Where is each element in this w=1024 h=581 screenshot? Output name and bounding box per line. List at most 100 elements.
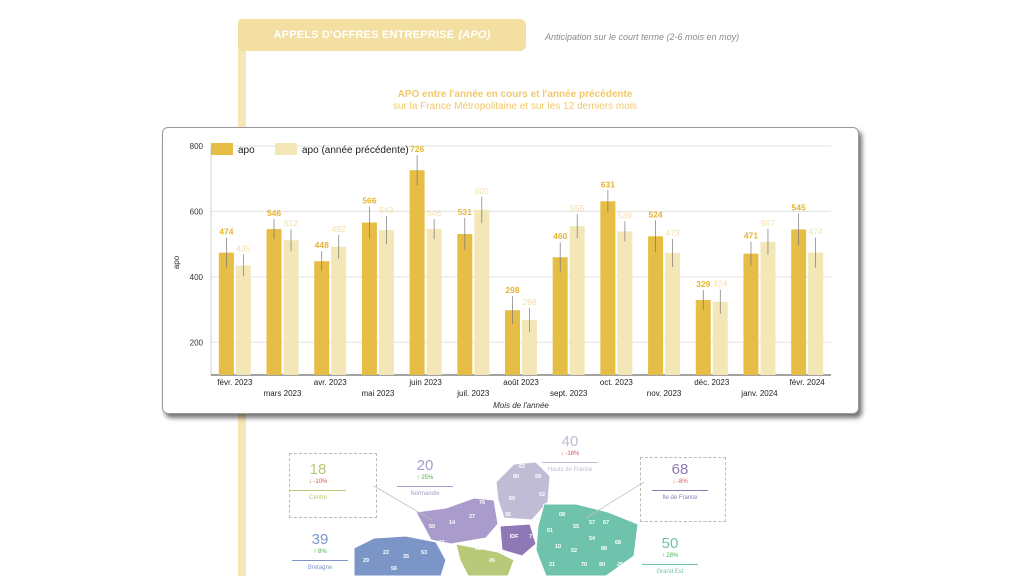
department-label: 53 xyxy=(421,550,427,556)
region-name: Grand Est xyxy=(656,569,684,575)
y-tick-label: 400 xyxy=(190,273,204,282)
department-label: 95 xyxy=(505,512,511,518)
region-callout-box xyxy=(640,457,726,522)
data-label-current: 524 xyxy=(648,209,662,219)
bar-current xyxy=(314,261,330,375)
region-value: 18 xyxy=(309,461,327,478)
region-map-panel: 50 14 27 76 80 62 59 02 60 95 IDF 77 51 08 55 57 67 54 88 6… xyxy=(246,420,1024,577)
section-title-text: APPELS D'OFFRES ENTREPRISE xyxy=(273,29,455,41)
department-label: 80 xyxy=(513,474,519,480)
region-divider xyxy=(642,564,698,565)
department-label: 72 xyxy=(443,554,449,560)
bar-current xyxy=(409,170,425,375)
y-axis-title: apo xyxy=(172,255,181,269)
chart-heading-line2: sur la France Métropolitaine et sur les … xyxy=(393,101,637,112)
region-name: Ile de France xyxy=(662,495,698,501)
bar-previous xyxy=(569,226,585,375)
data-label-current: 448 xyxy=(315,240,329,250)
data-label-previous: 324 xyxy=(713,279,727,289)
region-value: 39 xyxy=(311,531,329,548)
bar-previous xyxy=(712,301,728,375)
department-label: 25 xyxy=(617,562,623,568)
data-label-current: 546 xyxy=(267,208,281,218)
region-divider xyxy=(397,486,453,487)
department-label: 54 xyxy=(589,536,596,542)
x-tick-label: déc. 2023 xyxy=(694,378,730,387)
department-label: 51 xyxy=(547,528,553,534)
data-label-current: 298 xyxy=(505,285,519,295)
department-label: 29 xyxy=(363,558,369,564)
department-label: 68 xyxy=(615,540,621,546)
legend-swatch xyxy=(211,143,233,155)
data-label-previous: 546 xyxy=(427,208,441,218)
legend-label: apo (année précédente) xyxy=(302,145,409,156)
region-change: ↓ -18% xyxy=(560,451,580,457)
region-value: 68 xyxy=(671,461,689,478)
chart-card: 200 400 600 800 apo Mois de l'année apo apo (an… xyxy=(162,127,859,414)
bar-current xyxy=(648,236,664,375)
data-label-current: 545 xyxy=(792,202,806,212)
department-label: 70 xyxy=(581,562,587,568)
region-shape xyxy=(499,523,537,557)
data-label-previous: 512 xyxy=(284,218,298,228)
chart-heading-line1: APO entre l'année en cours et l'année pr… xyxy=(397,89,633,100)
bar-previous xyxy=(378,230,394,375)
department-label: 57 xyxy=(589,520,595,526)
department-label: 89 xyxy=(523,562,529,568)
region-shape xyxy=(535,503,639,577)
bar-previous xyxy=(522,320,537,375)
x-tick-label: févr. 2024 xyxy=(790,378,826,387)
bar-current xyxy=(218,252,234,375)
x-tick-label: juil. 2023 xyxy=(456,389,490,398)
department-label: 02 xyxy=(539,492,545,498)
department-label: 56 xyxy=(391,566,397,572)
y-tick-label: 200 xyxy=(190,338,204,347)
x-tick-label: sept. 2023 xyxy=(550,389,588,398)
bar-current xyxy=(361,222,377,375)
department-label: 88 xyxy=(601,546,607,552)
data-label-current: 460 xyxy=(553,231,567,241)
data-label-current: 631 xyxy=(601,179,615,189)
department-label: 67 xyxy=(603,520,609,526)
bar-previous xyxy=(235,265,251,375)
region-name: Centre xyxy=(308,495,327,501)
department-label: 35 xyxy=(403,554,409,560)
bar-current xyxy=(552,257,568,375)
bar-previous xyxy=(617,231,633,375)
region-value: 20 xyxy=(416,457,434,474)
region-change: ↓ -10% xyxy=(308,479,328,485)
department-label: 77 xyxy=(529,534,535,540)
bar-current xyxy=(743,253,759,375)
data-label-previous: 474 xyxy=(809,227,823,237)
bar-previous xyxy=(331,246,347,375)
department-label: 60 xyxy=(509,496,515,502)
region-shape xyxy=(495,461,551,521)
section-title-abbr: (APO) xyxy=(458,29,491,41)
department-label: 14 xyxy=(449,520,456,526)
data-label-previous: 539 xyxy=(618,210,632,220)
region-name: Bretagne xyxy=(307,565,333,571)
department-label: 08 xyxy=(559,512,565,518)
x-tick-label: avr. 2023 xyxy=(314,378,347,387)
region-name: Normandie xyxy=(410,491,440,497)
region-stat: 50 ↑ 28% Grand Est xyxy=(640,536,700,577)
x-tick-label: nov. 2023 xyxy=(647,389,682,398)
region-shape xyxy=(353,535,447,577)
department-label: 62 xyxy=(519,464,525,470)
region-shape xyxy=(415,497,499,545)
data-label-current: 471 xyxy=(744,231,758,241)
section-subtitle: Anticipation sur le court terme (2-6 moi… xyxy=(545,32,740,42)
bar-chart: 200 400 600 800 apo Mois de l'année apo apo (an… xyxy=(172,142,831,410)
x-axis-title: Mois de l'année xyxy=(493,401,549,410)
region-name: Hauts de France xyxy=(547,467,593,473)
department-label: 27 xyxy=(469,514,475,520)
bar-previous xyxy=(808,252,824,375)
bar-current xyxy=(791,229,807,375)
region-change: ↓ -8% xyxy=(672,479,688,485)
region-change: ↑ 25% xyxy=(416,475,434,481)
bar-current xyxy=(505,310,520,375)
department-label: 61 xyxy=(439,540,445,546)
y-tick-label: 800 xyxy=(190,142,204,151)
legend-swatch xyxy=(275,143,297,155)
